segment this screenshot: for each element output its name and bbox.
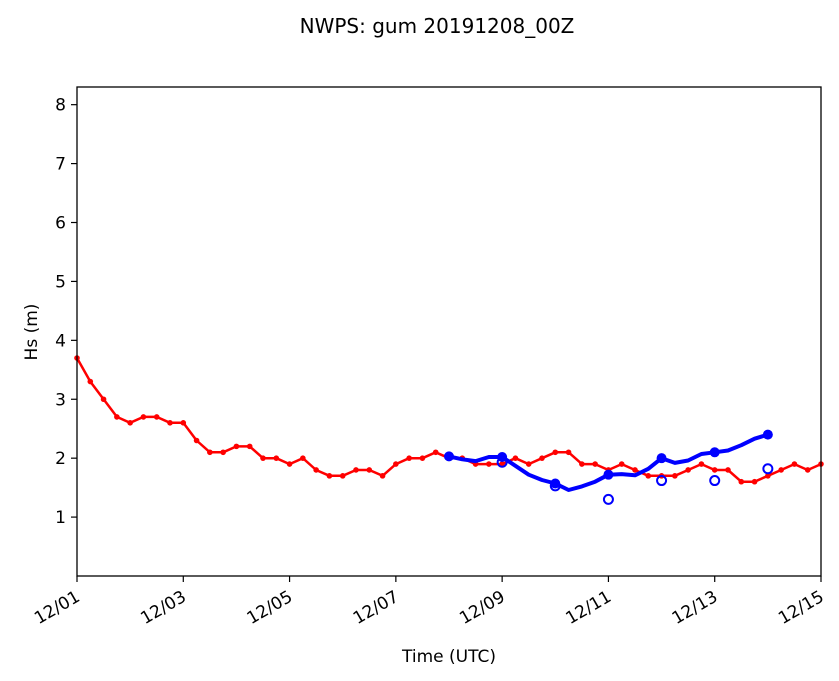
series-1-point <box>603 469 614 480</box>
series-0-point <box>778 467 784 473</box>
series-1-point <box>656 453 667 464</box>
series-0-point <box>499 461 505 467</box>
series-0-point <box>552 449 559 456</box>
series-0-point <box>286 461 293 467</box>
plot-area <box>74 355 824 505</box>
series-2-point <box>602 493 614 505</box>
series-0-point <box>539 455 545 461</box>
series-0-point <box>791 461 798 467</box>
series-0-point <box>486 461 492 467</box>
series-0-point <box>672 473 678 479</box>
series-0-point <box>353 467 359 473</box>
series-0-point <box>751 478 758 485</box>
series-1-point <box>444 451 454 462</box>
series-0-point <box>114 414 120 420</box>
series-0-point <box>618 461 625 467</box>
series-0-point <box>645 473 652 479</box>
series-0-line <box>75 356 823 483</box>
series-2-point <box>496 456 508 468</box>
series-0-point <box>180 420 187 426</box>
y-tick-label: 6 <box>55 214 66 234</box>
series-0-point <box>592 461 598 467</box>
x-tick-label: 12/07 <box>350 587 402 629</box>
series-0-point <box>233 443 240 450</box>
series-0-point <box>565 449 572 456</box>
series-0-point <box>167 420 173 426</box>
series-0-point <box>393 461 399 467</box>
x-tick-label: 12/11 <box>562 587 614 629</box>
series-0-point <box>406 455 412 461</box>
x-tick-label: 12/05 <box>244 587 296 629</box>
x-tick-label: 12/03 <box>137 587 189 629</box>
x-axis: 12/01 12/03 12/05 12/07 12/09 12/11 12/13 12/15 <box>31 576 828 629</box>
chart-title: NWPS: gum 20191208_00Z <box>300 14 575 38</box>
series-0-point <box>765 473 771 479</box>
y-tick-label: 7 <box>55 155 66 175</box>
series-0-point <box>260 455 266 461</box>
series-0-point <box>339 473 346 479</box>
series-0-point <box>207 449 213 456</box>
series-0-point <box>313 467 319 473</box>
y-axis: 1 2 3 4 5 6 7 8 <box>55 96 77 528</box>
y-tick-label: 3 <box>55 390 66 410</box>
series-0-point <box>711 467 718 473</box>
series-0-point <box>366 467 373 473</box>
series-2-point <box>549 480 561 492</box>
y-tick-label: 8 <box>55 96 66 116</box>
series-0-point <box>273 455 280 461</box>
x-tick-label: 12/13 <box>669 587 721 629</box>
series-0-point <box>419 455 426 461</box>
series-0-point <box>87 378 94 385</box>
series-0-point <box>579 461 585 467</box>
series-0-point <box>246 443 253 450</box>
x-tick-label: 12/09 <box>456 587 508 629</box>
series-0-point <box>153 414 160 420</box>
series-0-point <box>698 461 705 467</box>
y-tick-label: 5 <box>55 272 66 292</box>
series-0-point <box>512 455 519 461</box>
series-0-point <box>300 455 306 461</box>
x-axis-label: Time (UTC) <box>401 647 496 667</box>
series-0-point <box>379 473 386 479</box>
series-0-point <box>525 461 532 467</box>
series-0-point <box>685 467 691 473</box>
series-0-point <box>326 473 333 479</box>
axes-frame <box>76 86 822 577</box>
series-0-point <box>100 396 107 403</box>
y-tick-label: 2 <box>55 449 66 469</box>
series-0-point <box>632 467 638 473</box>
series-0-point <box>804 467 811 473</box>
series-0-point <box>432 449 439 456</box>
y-tick-label: 4 <box>55 331 66 351</box>
x-tick-label: 12/01 <box>31 587 83 629</box>
y-tick-label: 1 <box>55 508 66 528</box>
series-1-point <box>762 429 773 440</box>
series-2-point <box>709 475 721 487</box>
series-2-point <box>656 475 668 487</box>
series-2-point <box>762 463 774 475</box>
series-0-point <box>140 414 147 420</box>
series-0-point <box>193 437 200 444</box>
y-axis-label: Hs (m) <box>22 304 42 361</box>
series-0-point <box>127 420 133 426</box>
x-tick-label: 12/15 <box>775 587 827 629</box>
series-0-point <box>725 467 731 473</box>
series-0-point <box>738 478 745 485</box>
series-0-point <box>220 449 226 456</box>
series-1-point <box>709 447 720 458</box>
